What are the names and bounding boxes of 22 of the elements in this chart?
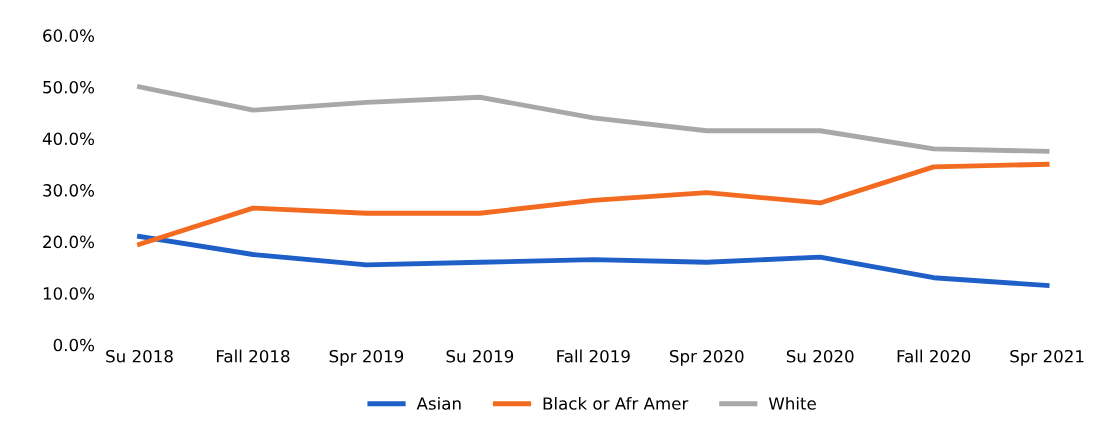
x-tick-label: Spr 2019 [329,349,404,366]
x-tick-label: Fall 2020 [897,349,971,363]
y-tick-label: 0.0% [53,338,95,352]
legend-label: White [768,396,816,410]
legend-label: Black or Afr Amer [543,396,689,410]
y-tick-label: 50.0% [43,80,95,94]
x-tick-label: Fall 2018 [216,349,290,363]
x-tick-label: Spr 2021 [1010,349,1084,366]
x-tick-label: Su 2019 [446,349,514,363]
legend-label: Asian [416,396,461,410]
x-tick-label: Su 2018 [106,349,173,363]
line-series [137,84,1050,154]
y-tick-label: 60.0% [43,29,95,42]
y-tick-label: 40.0% [42,132,95,146]
y-tick-label: 30.0% [43,184,95,197]
x-tick-label: Fall 2019 [557,349,630,363]
y-tick-label: 10.0% [43,287,95,300]
line-series [137,234,1050,288]
x-tick-label: Su 2020 [786,349,854,363]
line-series [137,161,1050,247]
y-tick-label: 20.0% [43,235,95,249]
x-tick-label: Spr 2020 [670,349,744,366]
